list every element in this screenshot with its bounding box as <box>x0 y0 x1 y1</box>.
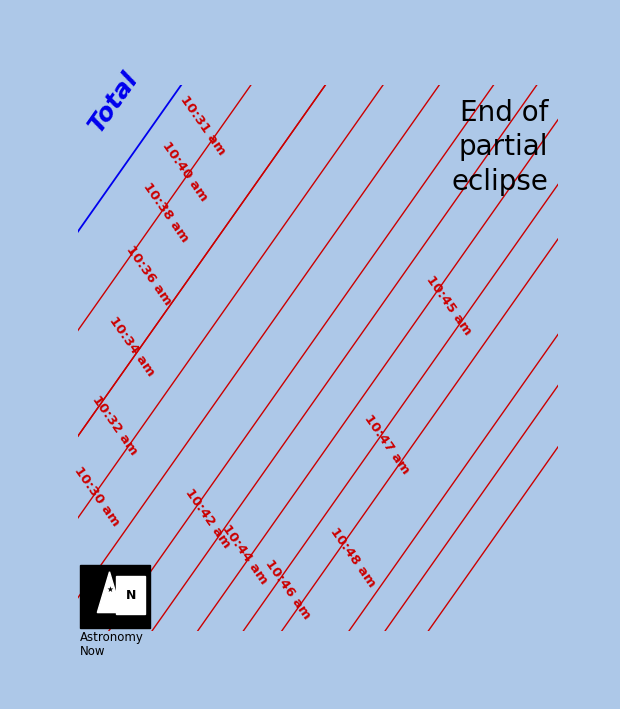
Text: 10:30 am: 10:30 am <box>72 464 122 529</box>
Text: 10:32 am: 10:32 am <box>90 393 140 458</box>
Text: N: N <box>126 588 136 601</box>
Text: 10:40 am: 10:40 am <box>159 140 210 204</box>
Text: 10:38 am: 10:38 am <box>140 181 191 245</box>
Text: 10:46 am: 10:46 am <box>263 557 314 622</box>
Text: End of
partial
eclipse: End of partial eclipse <box>451 99 548 196</box>
Text: 10:42 am: 10:42 am <box>182 486 232 551</box>
Text: 10:47 am: 10:47 am <box>362 413 412 477</box>
Text: 10:45 am: 10:45 am <box>423 274 474 337</box>
Text: 10:34 am: 10:34 am <box>106 314 157 379</box>
Text: 10:48 am: 10:48 am <box>328 525 378 590</box>
Text: ★: ★ <box>107 585 113 594</box>
Bar <box>116 576 146 615</box>
Bar <box>80 566 149 628</box>
Text: 10:36 am: 10:36 am <box>123 243 174 308</box>
Text: Astronomy
Now: Astronomy Now <box>80 631 144 658</box>
Text: 10:31 am: 10:31 am <box>177 94 228 157</box>
Text: 10:44 am: 10:44 am <box>219 522 270 586</box>
Text: Total: Total <box>84 67 143 137</box>
Polygon shape <box>97 571 122 613</box>
